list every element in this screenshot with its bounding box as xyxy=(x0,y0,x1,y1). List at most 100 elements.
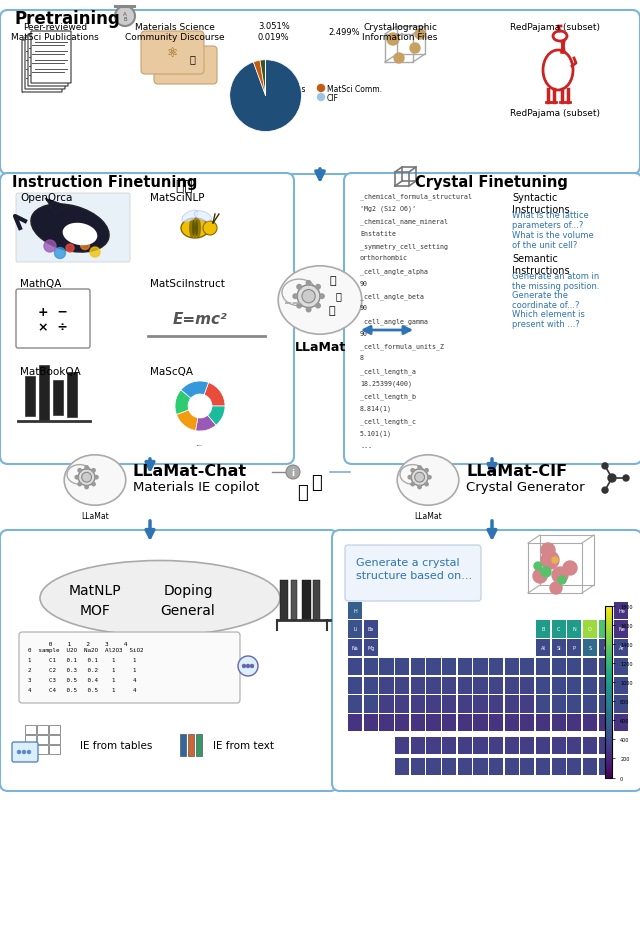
Text: Peer-reviewed
MatSci Publications: Peer-reviewed MatSci Publications xyxy=(11,23,99,43)
Bar xyxy=(474,715,488,731)
Text: MatNLP: MatNLP xyxy=(68,584,122,598)
Bar xyxy=(67,373,77,418)
Bar xyxy=(505,758,519,775)
Circle shape xyxy=(316,285,320,290)
Text: H: H xyxy=(353,608,357,613)
Text: Materials Science
Community Discourse: Materials Science Community Discourse xyxy=(125,23,225,43)
Bar xyxy=(411,696,425,713)
Bar xyxy=(567,696,582,713)
Ellipse shape xyxy=(553,32,567,42)
Bar xyxy=(291,580,297,620)
Text: 1     C1   0.1   0.1    1     1: 1 C1 0.1 0.1 1 1 xyxy=(28,657,136,663)
Bar xyxy=(348,621,362,638)
Bar xyxy=(196,734,202,756)
Bar xyxy=(552,621,566,638)
Text: _cell_angle_beta: _cell_angle_beta xyxy=(360,292,424,300)
Ellipse shape xyxy=(195,212,212,222)
Text: OpenOrca: OpenOrca xyxy=(20,193,72,203)
Text: A
B: A B xyxy=(123,11,127,22)
Bar xyxy=(348,639,362,657)
Wedge shape xyxy=(181,381,209,399)
Bar xyxy=(442,758,456,775)
Circle shape xyxy=(250,85,257,93)
Bar xyxy=(474,696,488,713)
Text: 0  sample  U2O  Na2O  Al2O3  SiO2: 0 sample U2O Na2O Al2O3 SiO2 xyxy=(28,648,143,652)
Bar xyxy=(25,745,36,754)
Text: 5.101(1): 5.101(1) xyxy=(360,430,392,436)
Bar xyxy=(598,658,613,676)
Circle shape xyxy=(246,664,250,668)
Bar xyxy=(552,737,566,754)
Bar xyxy=(614,602,628,619)
Ellipse shape xyxy=(31,205,109,252)
Ellipse shape xyxy=(182,211,198,223)
Circle shape xyxy=(66,245,74,252)
Text: _cell_length_b: _cell_length_b xyxy=(360,393,416,399)
Text: Enstatite: Enstatite xyxy=(360,230,396,237)
Bar xyxy=(25,725,36,734)
Text: Crystal Finetuning: Crystal Finetuning xyxy=(415,174,568,190)
FancyBboxPatch shape xyxy=(19,632,240,703)
Text: LLaMat: LLaMat xyxy=(414,511,442,521)
Bar xyxy=(364,621,378,638)
Bar xyxy=(505,715,519,731)
Wedge shape xyxy=(230,60,301,133)
Circle shape xyxy=(411,483,414,486)
Bar xyxy=(552,696,566,713)
Bar xyxy=(458,696,472,713)
Text: Al: Al xyxy=(541,646,545,651)
Circle shape xyxy=(81,241,90,251)
FancyBboxPatch shape xyxy=(154,47,217,84)
Text: MatSciInstruct: MatSciInstruct xyxy=(150,278,225,289)
Text: MatSci Comm.: MatSci Comm. xyxy=(327,84,382,94)
Text: Cl: Cl xyxy=(604,646,608,651)
Circle shape xyxy=(533,570,547,584)
Text: ⚛: ⚛ xyxy=(166,46,178,59)
Bar xyxy=(442,737,456,754)
FancyBboxPatch shape xyxy=(31,32,71,84)
Circle shape xyxy=(316,304,320,308)
Bar xyxy=(583,639,597,657)
Text: MOF: MOF xyxy=(79,603,111,617)
Text: Ne: Ne xyxy=(618,626,625,632)
Ellipse shape xyxy=(297,286,320,308)
Bar xyxy=(598,696,613,713)
Text: O: O xyxy=(588,626,592,632)
Bar xyxy=(536,758,550,775)
Bar xyxy=(598,715,613,731)
Text: LLaMat: LLaMat xyxy=(81,511,109,521)
Bar xyxy=(348,602,362,619)
Text: +  −
×  ÷: + − × ÷ xyxy=(38,305,68,334)
Bar xyxy=(25,377,35,417)
Text: F: F xyxy=(604,626,607,632)
Bar xyxy=(49,735,60,744)
FancyBboxPatch shape xyxy=(141,32,204,75)
Bar xyxy=(552,658,566,676)
Bar xyxy=(520,758,534,775)
Bar xyxy=(474,677,488,694)
Bar xyxy=(505,737,519,754)
FancyBboxPatch shape xyxy=(345,546,481,601)
Bar xyxy=(505,677,519,694)
Circle shape xyxy=(541,567,551,577)
FancyBboxPatch shape xyxy=(16,290,90,349)
Text: _cell_angle_alpha: _cell_angle_alpha xyxy=(360,267,428,275)
Text: Mg: Mg xyxy=(367,646,374,651)
Text: _cell_formula_units_Z: _cell_formula_units_Z xyxy=(360,342,444,349)
Text: Semantic
Instructions: Semantic Instructions xyxy=(512,253,570,277)
Bar xyxy=(614,639,628,657)
Circle shape xyxy=(541,551,559,570)
Ellipse shape xyxy=(282,280,316,306)
Bar xyxy=(598,758,613,775)
Bar xyxy=(442,677,456,694)
Bar xyxy=(489,715,503,731)
Circle shape xyxy=(85,466,88,470)
Bar xyxy=(567,658,582,676)
Text: Doping: Doping xyxy=(163,584,213,598)
Bar xyxy=(520,677,534,694)
Ellipse shape xyxy=(195,219,201,238)
Circle shape xyxy=(411,469,414,472)
Circle shape xyxy=(44,240,56,252)
Ellipse shape xyxy=(64,456,126,506)
Text: 3     C3   0.5   0.4    1     4: 3 C3 0.5 0.4 1 4 xyxy=(28,677,136,682)
